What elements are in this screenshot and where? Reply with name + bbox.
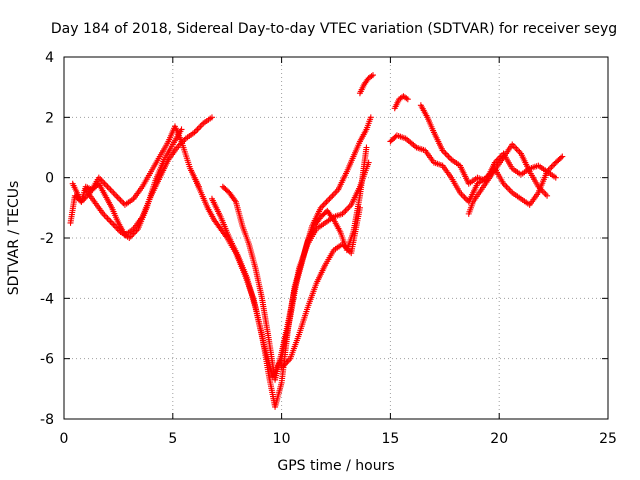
data-point — [105, 216, 112, 223]
data-point — [504, 185, 511, 192]
data-point — [113, 192, 120, 199]
data-point — [503, 183, 510, 190]
data-point — [108, 188, 115, 195]
series-track-i — [391, 93, 411, 112]
data-point — [356, 204, 363, 211]
data-point — [461, 194, 468, 201]
series-track-g — [278, 204, 363, 371]
y-tick-label: -8 — [40, 412, 54, 428]
data-point — [549, 162, 556, 169]
y-tick-label: 0 — [45, 171, 54, 187]
data-point — [104, 183, 111, 190]
data-point — [513, 146, 520, 153]
data-point — [110, 189, 117, 196]
data-point — [208, 114, 215, 121]
data-point — [369, 72, 376, 79]
data-point — [345, 204, 352, 211]
data-point — [446, 155, 453, 162]
data-point — [323, 198, 330, 205]
data-point — [515, 147, 522, 154]
data-point — [548, 164, 555, 171]
data-point — [114, 194, 121, 201]
data-points — [67, 72, 566, 410]
data-point — [342, 207, 349, 214]
data-point — [332, 189, 339, 196]
axis-ticks: 0 5 10 15 20 25 -8 -6 -4 -2 0 2 4 — [40, 50, 617, 447]
data-point — [442, 150, 449, 157]
data-point — [103, 182, 110, 189]
data-point — [462, 195, 469, 202]
data-point — [117, 197, 124, 204]
x-axis-label: GPS time / hours — [277, 458, 394, 474]
data-point — [108, 219, 115, 226]
data-point — [195, 124, 202, 131]
data-point — [101, 212, 108, 219]
y-tick-label: 4 — [45, 50, 54, 66]
data-point — [322, 200, 329, 207]
series-track-l — [465, 141, 551, 217]
data-point — [559, 153, 566, 160]
data-point — [343, 206, 350, 213]
data-point — [325, 197, 332, 204]
data-point — [551, 161, 558, 168]
data-point — [111, 222, 118, 229]
x-tick-label: 5 — [168, 431, 177, 447]
y-tick-label: 2 — [45, 110, 54, 126]
series-track-h — [356, 72, 376, 97]
data-point — [111, 191, 118, 198]
data-point — [459, 192, 466, 199]
data-point — [193, 127, 200, 134]
data-point — [327, 194, 334, 201]
data-point — [197, 123, 204, 130]
data-point — [544, 192, 551, 199]
data-point — [443, 152, 450, 159]
data-point — [178, 126, 185, 133]
data-point — [104, 215, 111, 222]
data-point — [445, 153, 452, 160]
x-tick-label: 15 — [381, 431, 399, 447]
data-point — [506, 186, 513, 193]
data-point — [552, 174, 559, 181]
x-tick-label: 25 — [599, 431, 617, 447]
chart-title: Day 184 of 2018, Sidereal Day-to-day VTE… — [51, 21, 617, 37]
data-point — [107, 218, 114, 225]
data-point — [329, 192, 336, 199]
grid-lines — [64, 57, 608, 419]
series-track-k — [417, 102, 559, 187]
data-point — [326, 195, 333, 202]
x-tick-label: 20 — [490, 431, 508, 447]
data-point — [103, 213, 110, 220]
data-point — [367, 114, 374, 121]
data-point — [194, 126, 201, 133]
data-point — [330, 191, 337, 198]
data-point — [363, 144, 370, 151]
data-point — [110, 221, 117, 228]
series-track-e — [208, 159, 372, 380]
y-tick-label: -2 — [40, 231, 54, 247]
y-tick-label: -4 — [40, 291, 54, 307]
data-point — [557, 154, 564, 161]
y-axis-label: SDTVAR / TECUs — [6, 181, 22, 296]
data-point — [507, 188, 514, 195]
series-track-c — [82, 126, 185, 241]
data-point — [105, 185, 112, 192]
data-point — [107, 186, 114, 193]
x-tick-label: 0 — [60, 431, 69, 447]
data-point — [404, 96, 411, 103]
data-point — [320, 201, 327, 208]
data-point — [116, 195, 123, 202]
y-tick-label: -6 — [40, 352, 54, 368]
data-point — [512, 144, 519, 151]
data-point — [198, 121, 205, 128]
x-tick-label: 10 — [273, 431, 291, 447]
data-point — [542, 191, 549, 198]
